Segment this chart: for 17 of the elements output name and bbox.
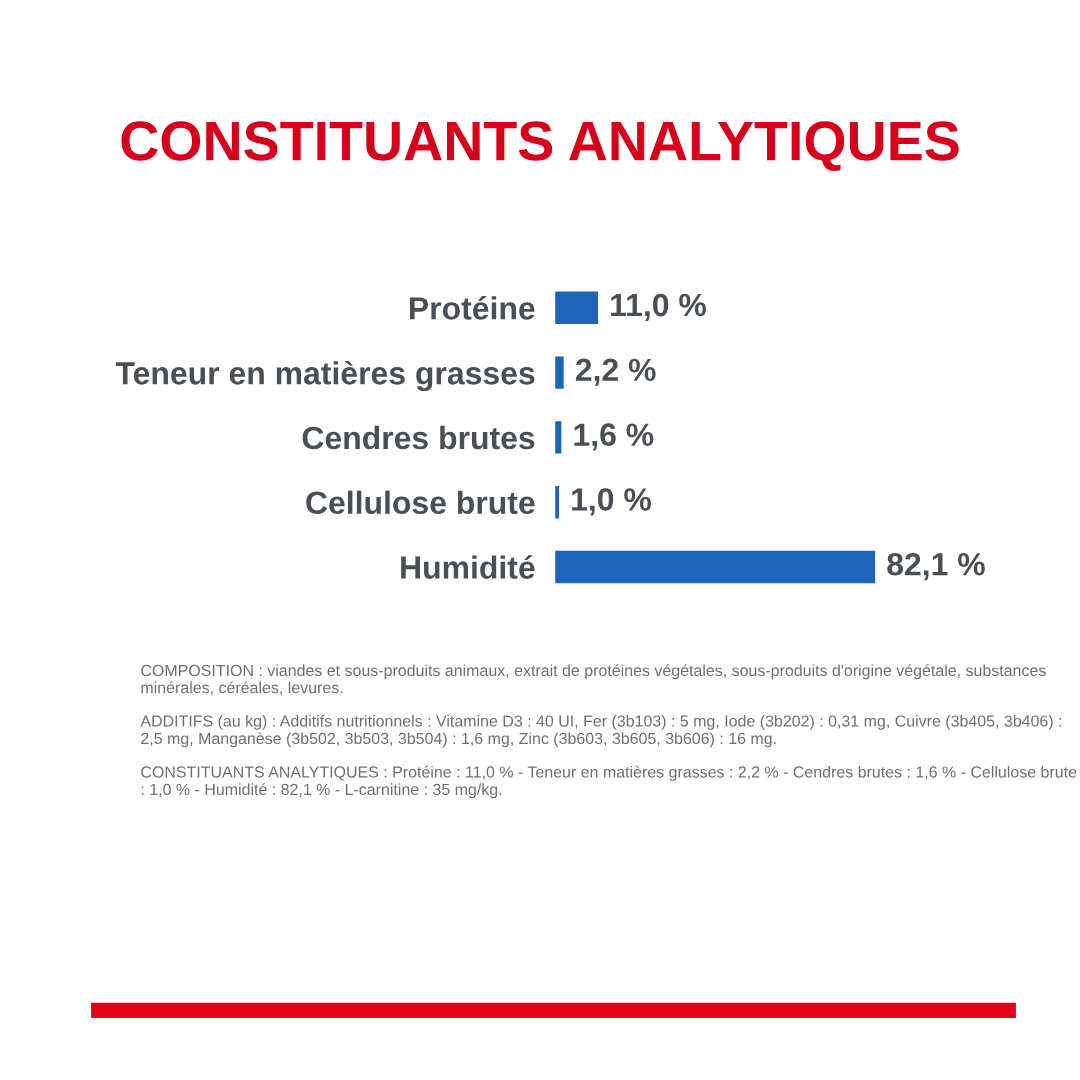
text: COMPOSITION : viandes et sous-produits animaux, extrait de protéines végétales, sous-produits d'origine végétale, substances minérales, céréales, levures. (141, 664, 1046, 696)
data-label: 11,0 % (611, 293, 706, 322)
data-label: 82,1 % (887, 552, 985, 581)
data-label: 2,2 % (575, 358, 656, 386)
bar (555, 356, 564, 389)
bar (555, 291, 598, 324)
bar (555, 550, 876, 584)
y-tick-label: Protéine (410, 295, 535, 320)
y-tick-label: Cellulose brute (306, 490, 535, 515)
y-tick-label: Teneur en matières grasses (115, 360, 535, 392)
chart-title: CONSTITUANTS ANALYTIQUES (121, 121, 959, 172)
y-tick-label: Cendres brutes (302, 425, 535, 450)
text: ADDITIFS (au kg) : Additifs nutritionnels : Vitamine D3 : 40 UI, Fer (3b103) : 5 mg, Iode (3b202) : 0,31 mg, Cuivre (3b405, 3b406) : 2,5 mg, Manganèse (3b502, 3b503, 3b504) : 1,6 mg, Zinc (3b603, 3b605, 3b606) : 16 mg. (140, 714, 1062, 748)
data-label: 1,6 % (574, 423, 654, 451)
data-label: 1,0 % (572, 488, 651, 516)
text: CONSTITUANTS ANALYTIQUES : Protéine : 11,0 % - Teneur en matières grasses : 2,2 % - Cendres brutes : 1,6 % - Cellulose brute : 1,0 % - Humidité : 82,1 % - L-carnitine : 35 mg/kg. (141, 765, 1077, 799)
y-tick-label: Humidité (401, 555, 535, 579)
